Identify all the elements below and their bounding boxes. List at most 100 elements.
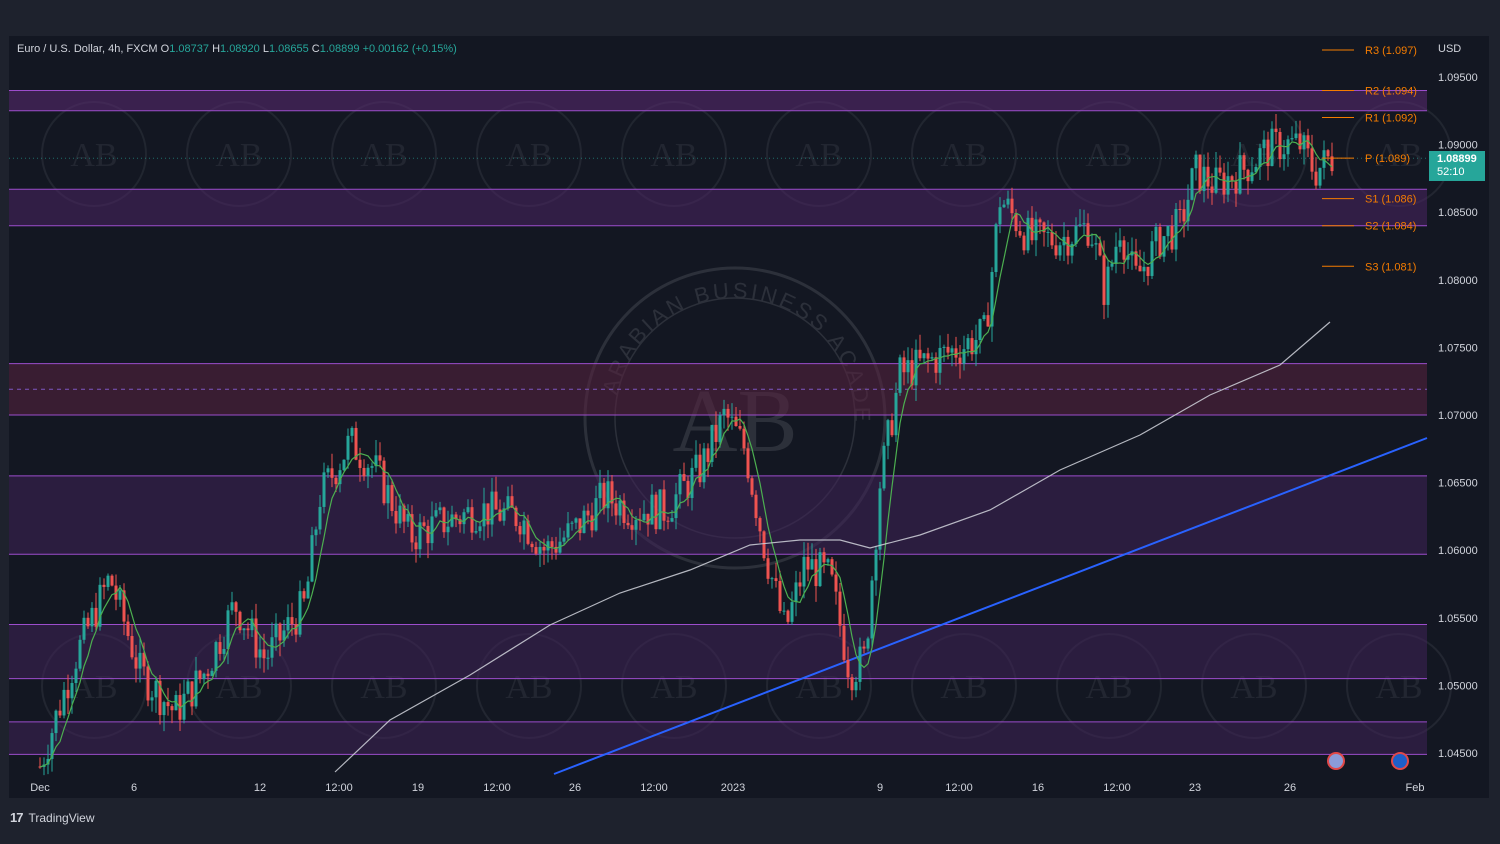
low-value: 1.08655 <box>268 43 309 55</box>
branding-footer[interactable]: 17 TradingView <box>10 810 95 825</box>
candle-body <box>630 525 634 530</box>
candle-body <box>1250 172 1254 182</box>
watermark-tile-mark: AB <box>70 137 117 174</box>
candle-body <box>602 482 606 509</box>
candle-body <box>482 503 486 527</box>
candle-body <box>970 338 974 355</box>
open-value: 1.08737 <box>169 43 209 55</box>
price-tick-label: 1.07000 <box>1438 410 1478 422</box>
watermark-ring <box>583 266 887 570</box>
eu-flag-event-icon[interactable] <box>1391 752 1409 770</box>
candle-body <box>346 435 350 460</box>
price-tick-label: 1.05500 <box>1438 613 1478 625</box>
candle-body <box>562 537 566 542</box>
candle-body <box>190 681 194 707</box>
chart-area[interactable]: ABARABIAN BUSINESS ACADEMYABABABABABABAB… <box>9 36 1489 798</box>
trendline <box>553 437 1428 775</box>
symbol-title[interactable]: Euro / U.S. Dollar, 4h, FXCM <box>17 43 158 55</box>
candle-body <box>58 710 62 716</box>
candle-body <box>1070 243 1074 256</box>
time-tick-label: 12:00 <box>640 782 668 794</box>
candle-body <box>442 507 446 533</box>
watermark-tile: AB <box>766 101 872 207</box>
candle-body <box>722 408 726 416</box>
candle-body <box>306 581 310 599</box>
candle-body <box>1214 167 1218 193</box>
candle-body <box>990 271 994 327</box>
price-tick-label: 1.09500 <box>1438 72 1478 84</box>
candle-body <box>1210 186 1214 193</box>
candle-body <box>930 357 934 359</box>
candle-body <box>618 500 622 516</box>
candle-body <box>750 478 754 495</box>
candle-body <box>998 207 1002 225</box>
candle-body <box>466 507 470 513</box>
candle-body <box>534 547 538 554</box>
time-tick-label: 16 <box>1032 782 1044 794</box>
open-label: O <box>160 43 170 55</box>
candle-body <box>362 467 366 477</box>
candle-body <box>890 420 894 436</box>
candle-body <box>1290 138 1294 140</box>
candle-body <box>714 424 718 442</box>
candle-body <box>538 546 542 554</box>
time-tick-label: 12:00 <box>483 782 511 794</box>
candle-body <box>1114 246 1118 264</box>
high-value: 1.08920 <box>220 43 260 55</box>
candle-body <box>90 607 94 627</box>
candle-body <box>566 523 570 538</box>
candle-body <box>706 448 710 462</box>
candle-body <box>322 472 326 507</box>
time-tick-label: 12:00 <box>1103 782 1131 794</box>
candle-body <box>478 526 482 532</box>
candle-body <box>650 494 654 525</box>
candle-body <box>522 520 526 535</box>
candle-body <box>1038 219 1042 223</box>
candle-body <box>866 638 870 649</box>
candle-body <box>1178 208 1182 210</box>
candle-body <box>1314 171 1318 186</box>
candle-body <box>870 580 874 639</box>
candle-body <box>1102 255 1106 305</box>
sr-zone <box>9 624 1427 679</box>
candle-body <box>1254 166 1258 173</box>
watermark-tile: AB <box>911 101 1017 207</box>
pivot-label: S1 (1.086) <box>1365 194 1416 206</box>
candle-body <box>1006 198 1010 205</box>
candle-body <box>54 710 58 734</box>
candle-body <box>754 494 758 519</box>
candle-body <box>406 514 410 522</box>
sr-zone <box>9 475 1427 555</box>
candle-body <box>146 666 150 701</box>
candle-body <box>1046 231 1050 233</box>
candle-body <box>778 581 782 611</box>
us-flag-event-icon[interactable] <box>1327 752 1345 770</box>
watermark-tile-mark: AB <box>1230 137 1277 174</box>
candle-body <box>110 575 114 586</box>
candle-body <box>414 542 418 550</box>
candle-body <box>846 659 850 678</box>
candle-body <box>158 680 162 716</box>
candle-body <box>526 520 530 544</box>
candle-body <box>758 518 762 532</box>
candle-body <box>1294 133 1298 139</box>
price-tick-label: 1.06500 <box>1438 478 1478 490</box>
candle-body <box>1318 167 1322 186</box>
candle-body <box>1034 219 1038 241</box>
candle-body <box>974 339 978 355</box>
candle-body <box>246 628 250 631</box>
candle-body <box>70 683 74 699</box>
candle-body <box>954 348 958 358</box>
time-tick-label: 12:00 <box>945 782 973 794</box>
candle-body <box>886 420 890 446</box>
candle-body <box>1098 243 1102 256</box>
candle-body <box>962 349 966 364</box>
candle-body <box>582 510 586 534</box>
bar-countdown: 52:10 <box>1437 166 1465 178</box>
candle-body <box>770 578 774 580</box>
candle-body <box>270 637 274 658</box>
candle-body <box>410 514 414 543</box>
candle-body <box>514 507 518 527</box>
candle-body <box>1158 226 1162 257</box>
price-chart[interactable]: ABARABIAN BUSINESS ACADEMYABABABABABABAB… <box>9 36 1489 798</box>
